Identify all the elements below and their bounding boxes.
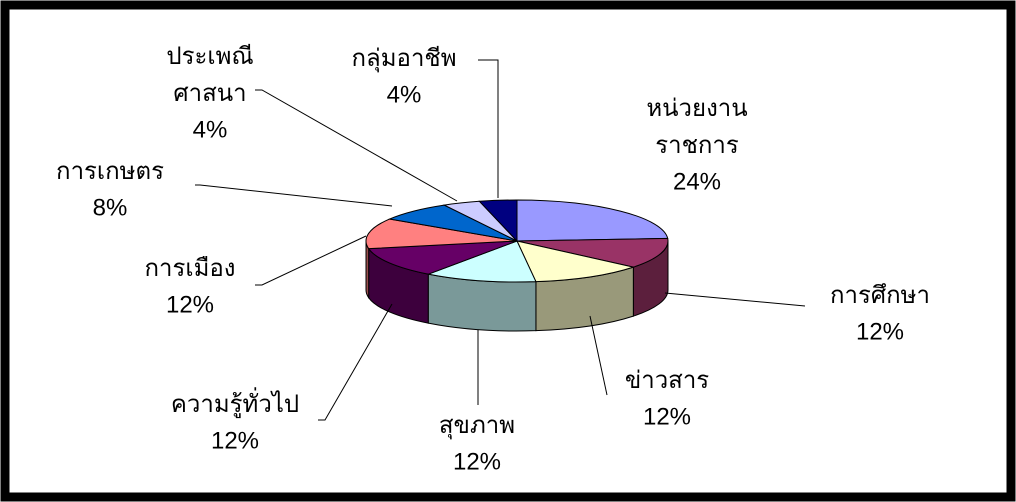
slice <box>516 199 669 242</box>
leader-line <box>318 303 393 421</box>
slice <box>516 240 636 283</box>
slice-label: ประเพณีศาสนา <box>166 43 253 107</box>
slice-label: การศึกษา <box>830 282 930 309</box>
slice-label: หน่วยงานราชการ <box>646 95 747 159</box>
slice-label: ความรู้ทั่วไป <box>171 387 299 419</box>
leader-line <box>255 235 367 286</box>
value-label: 4% <box>387 81 422 108</box>
slice-side <box>365 240 370 300</box>
value-label: 12% <box>643 403 691 430</box>
slice-label: ข่าวสาร <box>625 367 709 394</box>
slice <box>426 240 537 283</box>
value-label: 4% <box>193 116 228 143</box>
value-label: 12% <box>211 427 259 454</box>
value-label: 12% <box>856 318 904 345</box>
leader-line <box>255 89 458 202</box>
slice <box>516 237 669 268</box>
slice-label: การเมือง <box>144 255 235 282</box>
slice <box>365 218 518 250</box>
value-label: 12% <box>453 448 501 475</box>
value-label: 12% <box>166 291 214 318</box>
slice-label: การเกษตร <box>56 158 164 185</box>
slice <box>478 199 518 243</box>
value-label: 8% <box>93 194 128 221</box>
slice <box>367 240 518 275</box>
slice-side <box>427 273 537 332</box>
leader-line <box>478 59 499 198</box>
leader-line <box>589 315 608 396</box>
leader-line <box>664 292 806 307</box>
slice-label: สุขภาพ <box>439 412 515 440</box>
slice-label: กลุ่มอาชีพ <box>351 45 456 73</box>
leader-line <box>195 184 393 207</box>
value-label: 24% <box>673 168 721 195</box>
